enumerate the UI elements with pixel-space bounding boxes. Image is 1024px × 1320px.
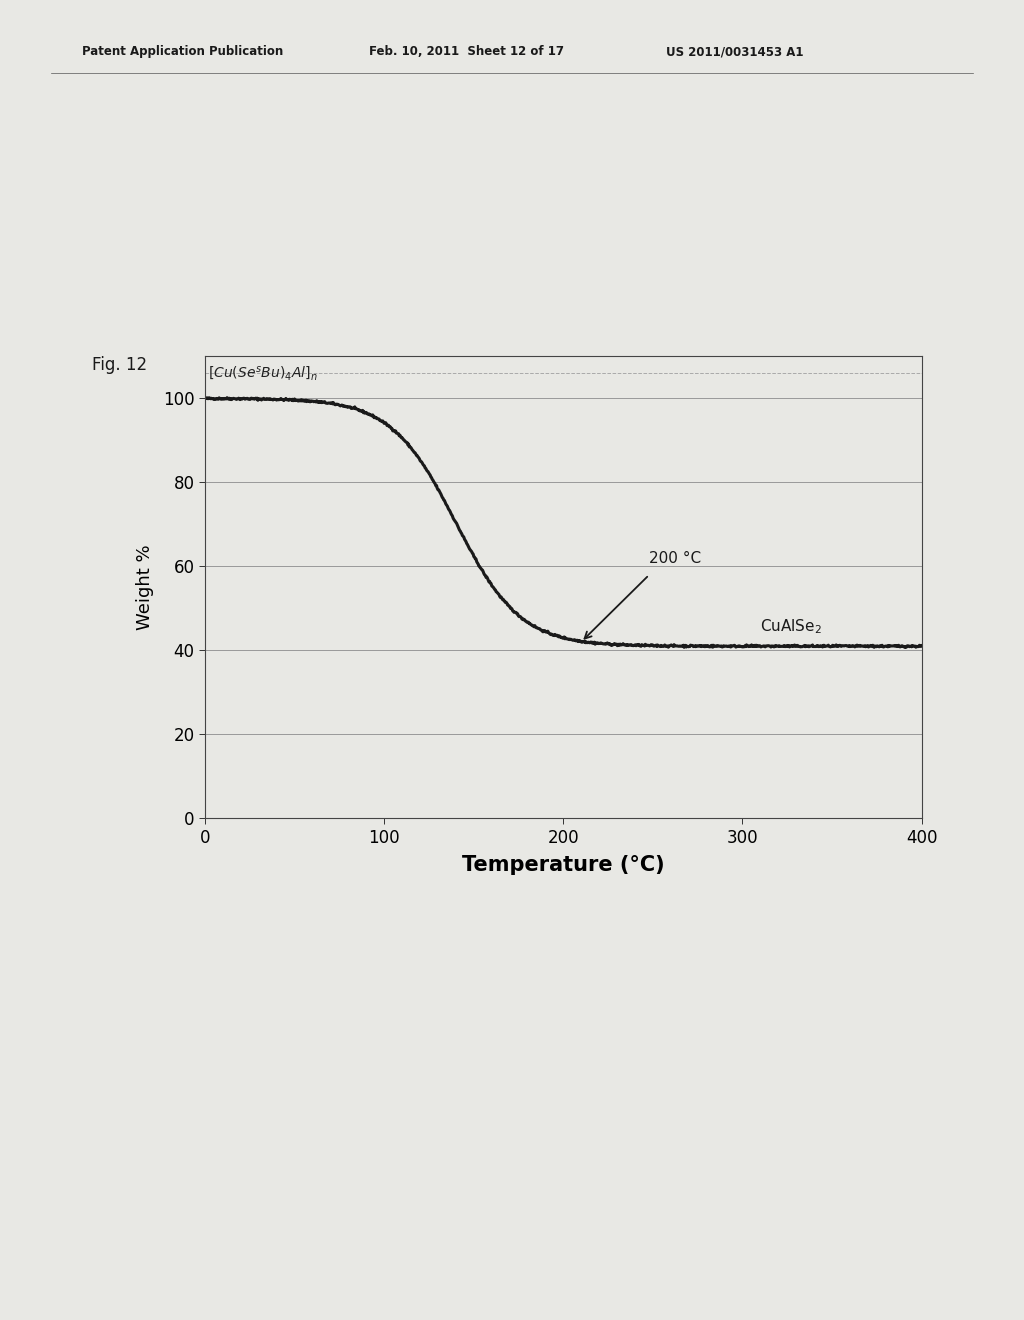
Text: Patent Application Publication: Patent Application Publication — [82, 45, 284, 58]
Text: US 2011/0031453 A1: US 2011/0031453 A1 — [666, 45, 803, 58]
Text: Feb. 10, 2011  Sheet 12 of 17: Feb. 10, 2011 Sheet 12 of 17 — [369, 45, 563, 58]
Y-axis label: Weight %: Weight % — [136, 545, 155, 630]
X-axis label: Temperature (°C): Temperature (°C) — [462, 855, 665, 875]
Text: Fig. 12: Fig. 12 — [92, 355, 147, 374]
Text: 200 °C: 200 °C — [649, 552, 701, 566]
Text: CuAlSe$_2$: CuAlSe$_2$ — [760, 616, 822, 636]
Text: $[Cu(Se^sBu)_4Al]_n$: $[Cu(Se^sBu)_4Al]_n$ — [209, 364, 318, 381]
